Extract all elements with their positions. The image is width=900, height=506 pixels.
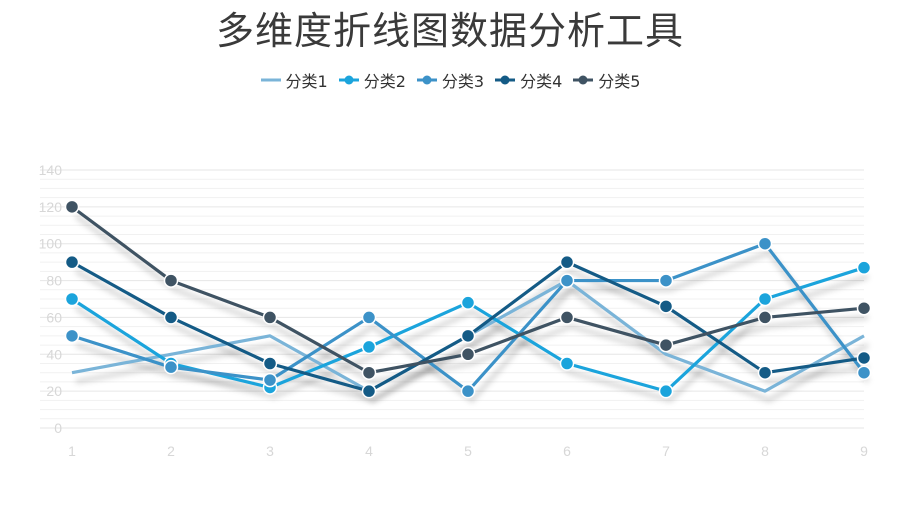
series-5-point[interactable] [262,310,278,325]
legend-item-series-3[interactable]: 分类3 [416,68,484,92]
series-shadow-5 [74,214,869,384]
series-4-point[interactable] [856,350,872,366]
legend-item-series-4[interactable]: 分类4 [494,68,562,92]
series-4-point[interactable] [361,383,377,399]
y-tick-label: 0 [54,420,62,436]
series-points [64,199,872,399]
series-2-point[interactable] [856,260,872,275]
series-shadow-4 [75,268,869,403]
legend-label-5: 分类5 [598,72,641,91]
series-4-point[interactable] [757,365,773,380]
series-2-point[interactable] [460,295,476,310]
legend-swatch-3 [416,75,437,85]
gridlines [40,169,864,429]
legend-label-2: 分类2 [363,72,406,91]
legend-item-series-1[interactable]: 分类1 [260,68,328,92]
series-5-point[interactable] [460,347,476,362]
series-2-point[interactable] [757,291,773,307]
series-shadow-3 [75,250,870,403]
series-5-point[interactable] [856,300,872,316]
y-axis-ticks: 0 20 40 60 80 100 120 140 [39,162,63,436]
series-4-point[interactable] [559,254,575,270]
legend-swatch-4 [495,75,516,85]
series-3-point[interactable] [64,328,80,344]
series-5-point[interactable] [757,310,773,325]
series-3-point[interactable] [361,310,377,325]
series-3-point[interactable] [559,273,575,288]
legend-label-4: 分类4 [520,72,563,91]
chart-title: 多维度折线图数据分析工具 [215,9,684,53]
series-5-point[interactable] [64,199,80,215]
x-axis-ticks: 1 2 3 4 5 6 7 8 9 [68,443,868,459]
series-3-point[interactable] [262,372,278,388]
series-4-point[interactable] [262,356,278,371]
series-4-point[interactable] [163,310,179,325]
x-tick-label: 3 [266,443,274,459]
series-2-point[interactable] [658,383,674,399]
x-tick-label: 5 [464,443,472,459]
series-5-point[interactable] [658,337,674,353]
series-2-point[interactable] [559,356,575,371]
y-tick-label: 20 [46,383,62,399]
x-tick-label: 6 [563,443,571,459]
legend-swatch-2 [338,75,359,85]
x-tick-label: 9 [860,443,868,459]
x-tick-label: 8 [761,443,769,459]
y-tick-label: 140 [39,162,63,178]
y-tick-label: 100 [39,236,63,252]
series-3-point[interactable] [856,365,872,380]
series-2-point[interactable] [64,291,80,307]
series-5-point[interactable] [559,310,575,325]
legend-label-1: 分类1 [285,72,328,91]
series-4-point[interactable] [64,254,80,270]
y-tick-label: 80 [46,273,62,289]
legend-swatch-1 [260,78,281,82]
legend-item-series-2[interactable]: 分类2 [338,68,406,92]
series-3-point[interactable] [163,359,179,375]
y-tick-label: 60 [46,309,62,325]
series-5-point[interactable] [361,365,377,380]
y-tick-label: 120 [39,199,63,215]
series-4-point[interactable] [658,299,674,314]
legend-item-series-5[interactable]: 分类5 [572,68,640,92]
x-tick-label: 1 [68,443,76,459]
series-2-point[interactable] [361,339,377,355]
series-5-point[interactable] [163,273,179,288]
series-3-point[interactable] [460,383,476,399]
series-3-point[interactable] [757,236,773,251]
y-tick-label: 40 [46,346,62,362]
x-tick-label: 2 [167,443,175,459]
series-4-point[interactable] [460,328,476,344]
legend-label-3: 分类3 [441,72,485,91]
legend-swatch-5 [573,75,594,85]
chart-legend: 分类1 分类2 分类3 分类4 分类5 [0,68,900,92]
x-tick-label: 4 [365,443,373,459]
x-tick-label: 7 [662,443,670,459]
series-shadows [74,214,870,403]
series-3-point[interactable] [658,273,674,288]
